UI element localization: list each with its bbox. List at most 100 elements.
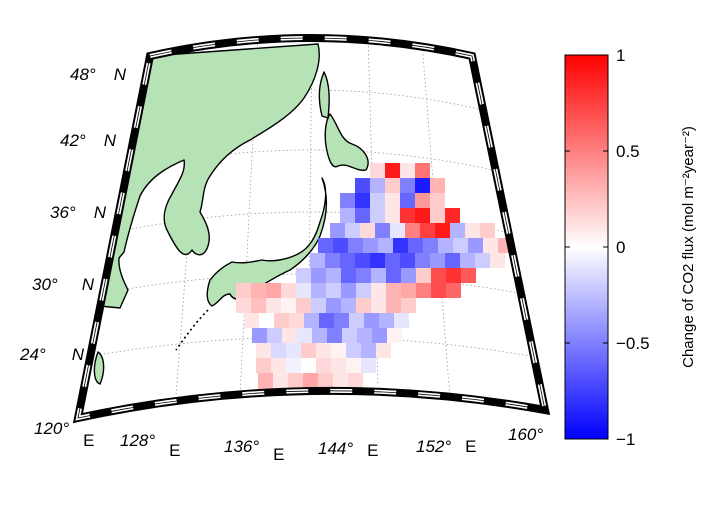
colorbar-ticks: 1 0.5 0 −0.5 −1 xyxy=(565,46,650,449)
flux-cell xyxy=(408,238,423,253)
lon-label-136: 136° E xyxy=(224,437,285,464)
flux-cell xyxy=(431,283,446,298)
flux-cell xyxy=(262,403,277,418)
flux-cell xyxy=(346,358,361,373)
flux-cell xyxy=(286,343,301,358)
flux-cell xyxy=(453,238,468,253)
flux-cell xyxy=(400,193,415,208)
flux-cell xyxy=(370,193,385,208)
flux-cell xyxy=(340,208,355,223)
flux-cell xyxy=(386,283,401,298)
flux-cell xyxy=(251,298,266,313)
flux-cell xyxy=(311,298,326,313)
flux-cell xyxy=(394,313,409,328)
flux-cell xyxy=(376,343,391,358)
flux-cell xyxy=(431,268,446,283)
flux-cell xyxy=(312,328,327,343)
flux-cell xyxy=(430,253,445,268)
flux-cell xyxy=(364,313,379,328)
flux-cell xyxy=(330,418,345,433)
flux-cell xyxy=(405,223,420,238)
flux-cell xyxy=(274,313,289,328)
flux-cell xyxy=(333,238,348,253)
flux-cell xyxy=(352,403,367,418)
flux-cell xyxy=(258,373,273,388)
flux-cell xyxy=(386,298,401,313)
flux-cell xyxy=(281,298,296,313)
flux-cell xyxy=(423,238,438,253)
flux-cell xyxy=(371,298,386,313)
flux-cell xyxy=(385,253,400,268)
flux-cell xyxy=(273,373,288,388)
flux-cell xyxy=(356,283,371,298)
flux-cell xyxy=(420,223,435,238)
map-interior xyxy=(78,38,545,433)
flux-cell xyxy=(415,208,430,223)
flux-cell xyxy=(316,358,331,373)
taiwan xyxy=(93,351,105,385)
flux-cell xyxy=(379,313,394,328)
flux-cell xyxy=(244,313,259,328)
colorbar-tick-label: −0.5 xyxy=(616,334,650,353)
flux-cell xyxy=(304,313,319,328)
flux-cell xyxy=(327,328,342,343)
lon-label-128: 128°E xyxy=(120,431,181,460)
lon-label-152: 152° E xyxy=(416,437,477,456)
flux-cell xyxy=(326,298,341,313)
flux-cell xyxy=(331,343,346,358)
colorbar-tick-label: −1 xyxy=(616,430,635,449)
flux-cell xyxy=(277,403,292,418)
flux-cell xyxy=(267,328,282,343)
longitude-labels: 120°E 128°E 136° E 144° E 152° E 160° xyxy=(34,419,543,464)
flux-cell xyxy=(333,373,348,388)
flux-cell xyxy=(371,268,386,283)
flux-cell xyxy=(271,343,286,358)
flux-cell xyxy=(311,268,326,283)
flux-cell xyxy=(378,238,393,253)
colorbar-title: Change of CO2 flux (mol m⁻²year⁻²) xyxy=(680,126,697,368)
flux-cell xyxy=(357,328,372,343)
ryukyu-islands xyxy=(175,309,209,351)
flux-cell xyxy=(236,283,251,298)
flux-cell xyxy=(356,298,371,313)
flux-cell xyxy=(326,268,341,283)
flux-cell xyxy=(296,268,311,283)
flux-cell xyxy=(363,238,378,253)
flux-cell xyxy=(341,283,356,298)
flux-cell xyxy=(315,418,330,433)
flux-cell xyxy=(475,253,490,268)
flux-cell xyxy=(446,268,461,283)
flux-cell xyxy=(390,223,405,238)
flux-cell xyxy=(281,283,296,298)
flux-cell xyxy=(385,163,400,178)
flux-cell xyxy=(385,178,400,193)
flux-cell xyxy=(400,253,415,268)
flux-cell xyxy=(252,328,267,343)
flux-cell xyxy=(348,238,363,253)
flux-cell xyxy=(318,238,333,253)
flux-cell xyxy=(430,178,445,193)
flux-cell xyxy=(370,163,385,178)
flux-cell xyxy=(387,328,402,343)
land-areas xyxy=(93,43,369,385)
lat-label-30: 30° N xyxy=(32,275,95,294)
flux-cell xyxy=(341,268,356,283)
flux-cell xyxy=(292,403,307,418)
flux-cell xyxy=(346,343,361,358)
flux-cell xyxy=(480,223,495,238)
flux-cell xyxy=(386,268,401,283)
latitude-labels: 48° N 42° N 36° N 30° N 24° N xyxy=(19,65,127,364)
flux-cell xyxy=(289,313,304,328)
flux-cell xyxy=(340,253,355,268)
flux-cell xyxy=(370,178,385,193)
flux-cell xyxy=(316,343,331,358)
flux-cell xyxy=(401,298,416,313)
flux-cell xyxy=(483,238,498,253)
flux-cell xyxy=(400,208,415,223)
flux-cell xyxy=(438,238,453,253)
flux-cell xyxy=(355,208,370,223)
flux-cell xyxy=(415,163,430,178)
colorbar-tick-label: 0.5 xyxy=(616,142,640,161)
flux-cell xyxy=(415,178,430,193)
colorbar-tick-label: 1 xyxy=(616,46,625,65)
